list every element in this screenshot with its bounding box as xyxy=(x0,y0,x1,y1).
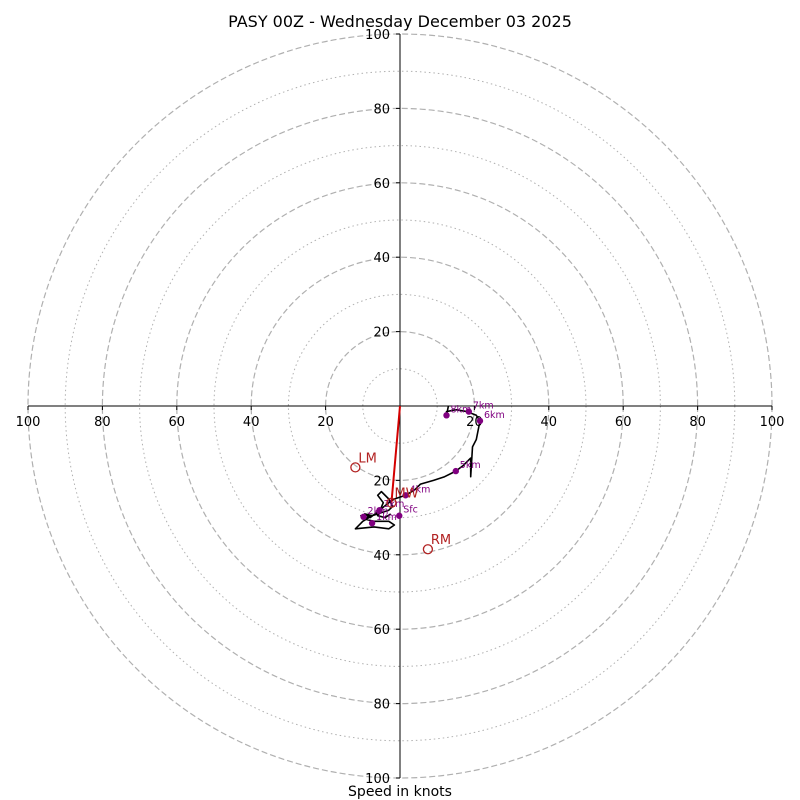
tick-label-north-100: 100 xyxy=(365,28,390,43)
storm-motion-label-mw: MW xyxy=(394,487,418,502)
tick-label-south-20: 20 xyxy=(373,474,390,489)
level-marker-2km xyxy=(360,513,367,521)
chart-title: PASY 00Z - Wednesday December 03 2025 xyxy=(228,12,572,31)
tick-label-east-100: 100 xyxy=(760,415,785,430)
level-label-8km: 8km xyxy=(451,404,472,415)
tick-label-west-20: 20 xyxy=(317,415,334,430)
tick-label-north-80: 80 xyxy=(373,102,390,117)
tick-label-west-40: 40 xyxy=(243,415,260,430)
level-marker-6km xyxy=(476,417,484,425)
level-marker-3km xyxy=(376,506,383,514)
storm-motion-marker-rm xyxy=(422,544,434,555)
tick-label-north-40: 40 xyxy=(373,251,390,266)
storm-motion-marker-lm xyxy=(350,462,361,473)
storm-motion-label-lm: LM xyxy=(358,451,376,466)
tick-label-south-40: 40 xyxy=(373,549,390,564)
level-label-sfc: Sfc xyxy=(403,505,418,516)
tick-label-south-100: 100 xyxy=(365,772,390,787)
level-label-3km: 3km xyxy=(384,499,405,510)
tick-label-west-60: 60 xyxy=(169,415,186,430)
tick-label-west-100: 100 xyxy=(16,415,41,430)
mean-wind-vector xyxy=(390,405,401,503)
tick-label-east-80: 80 xyxy=(689,415,706,430)
level-label-5km: 5km xyxy=(460,460,481,471)
tick-label-south-80: 80 xyxy=(373,698,390,713)
level-marker-1km xyxy=(368,519,376,527)
tick-label-east-40: 40 xyxy=(541,415,558,430)
level-marker-5km xyxy=(452,467,459,475)
level-marker-4km xyxy=(402,492,409,499)
storm-motion-marker-mw xyxy=(386,497,397,508)
tick-label-south-60: 60 xyxy=(373,623,390,638)
tick-label-north-20: 20 xyxy=(373,326,390,341)
level-marker-8km xyxy=(443,412,450,419)
tick-label-west-80: 80 xyxy=(94,415,111,430)
level-label-4km: 4km xyxy=(410,484,431,495)
tick-label-north-60: 60 xyxy=(373,177,390,192)
tick-label-east-60: 60 xyxy=(615,415,632,430)
level-label-1km: 1km xyxy=(376,512,397,523)
storm-motion-label-rm: RM xyxy=(431,533,451,548)
x-axis-label: Speed in knots xyxy=(348,784,452,800)
level-label-6km: 6km xyxy=(484,410,505,421)
level-label-7km: 7km xyxy=(473,401,494,412)
level-marker-7km xyxy=(465,408,473,415)
level-marker-sfc xyxy=(396,512,403,519)
